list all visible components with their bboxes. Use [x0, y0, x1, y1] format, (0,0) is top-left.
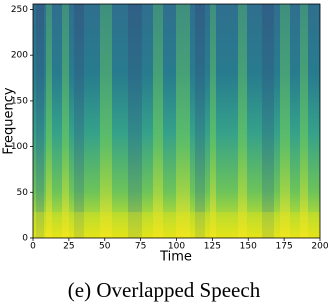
y-tick-label: 0 — [22, 234, 28, 244]
x-tick-label: 200 — [311, 242, 328, 252]
y-tick-label: 250 — [11, 5, 28, 15]
x-tick-label: 25 — [63, 242, 74, 252]
y-tick-label: 50 — [17, 188, 29, 198]
spectrogram — [32, 3, 321, 239]
x-tick-label: 175 — [276, 242, 293, 252]
x-tick-label: 100 — [168, 242, 185, 252]
y-axis-label: Frequency — [2, 87, 17, 154]
y-tick-label: 200 — [11, 51, 28, 61]
y-tick-label: 150 — [11, 96, 28, 106]
x-axis-label: Time — [159, 250, 192, 265]
y-tick-label: 100 — [11, 142, 28, 152]
x-tick-label: 125 — [204, 242, 221, 252]
x-tick-label: 150 — [240, 242, 257, 252]
x-tick-label: 0 — [30, 242, 36, 252]
x-tick-label: 50 — [99, 242, 111, 252]
x-tick-label: 75 — [135, 242, 146, 252]
caption: (e) Overlapped Speech — [68, 278, 261, 302]
